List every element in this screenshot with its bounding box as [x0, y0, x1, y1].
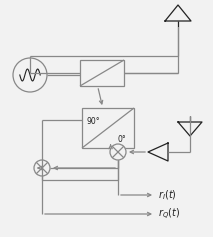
Circle shape [110, 144, 126, 160]
Circle shape [13, 58, 47, 92]
Text: 90°: 90° [87, 117, 101, 126]
Bar [80, 60, 124, 86]
Text: 0°: 0° [118, 135, 127, 143]
Text: $r_I(t)$: $r_I(t)$ [158, 188, 177, 202]
Bar [82, 108, 134, 148]
Text: $r_Q(t)$: $r_Q(t)$ [158, 206, 180, 222]
Circle shape [34, 160, 50, 176]
